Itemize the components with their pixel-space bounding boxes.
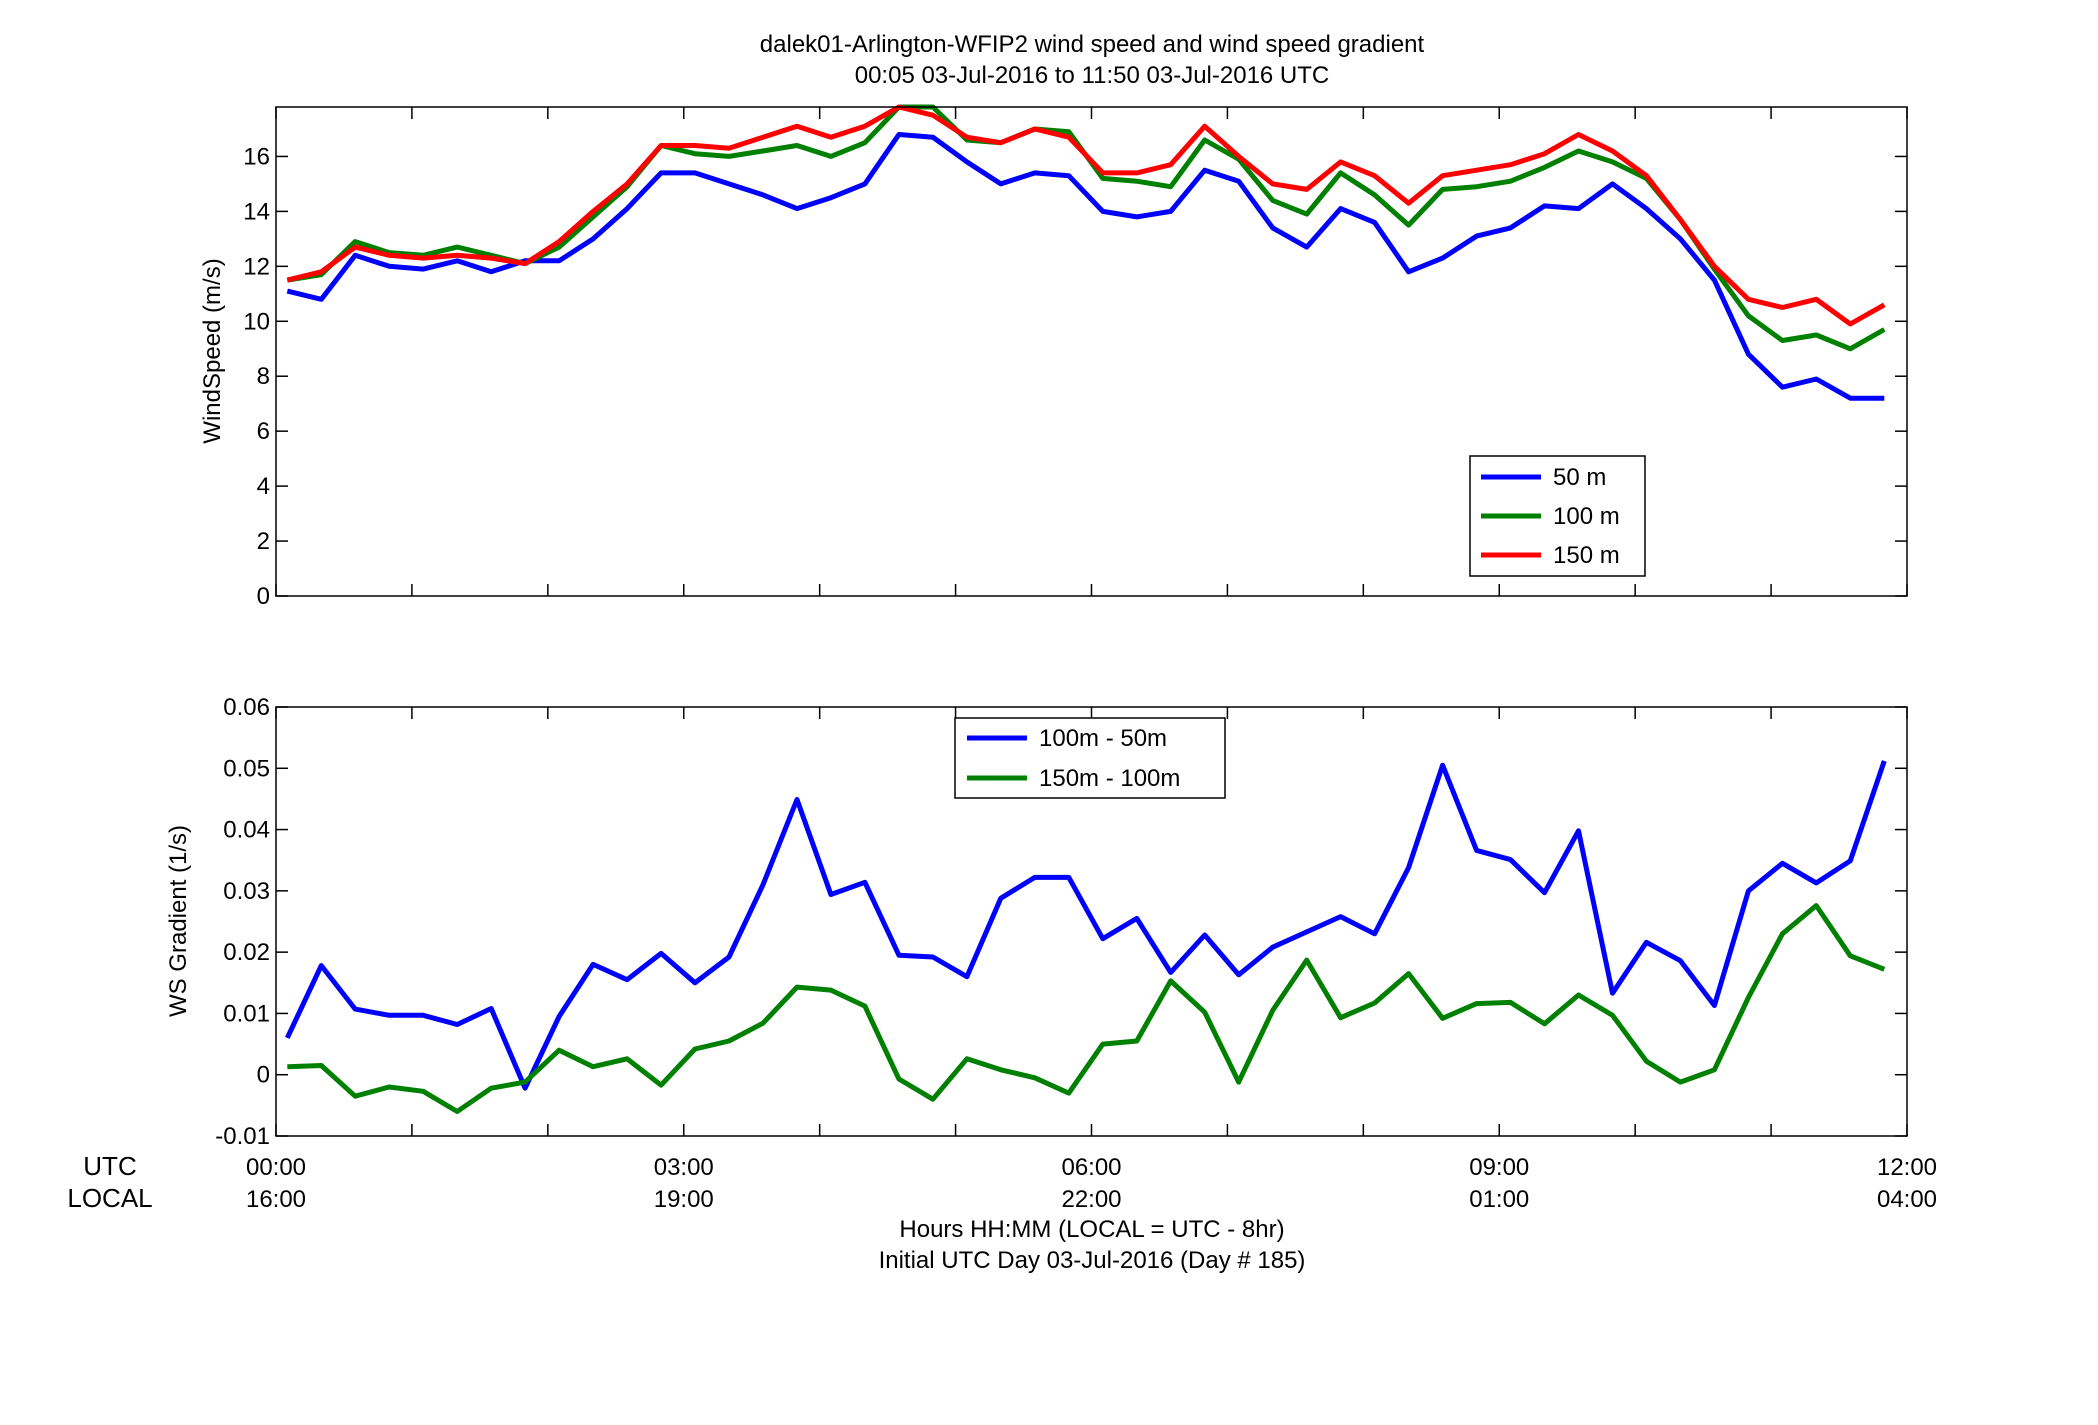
legend-label-100m-50m: 100m - 50m [1039, 725, 1167, 752]
ws-gradient-series-100m-50m [285, 760, 1887, 1091]
local-row-label: LOCAL [67, 1183, 152, 1213]
utc-tick-label: 03:00 [654, 1154, 714, 1181]
ws-gradient-ytick-label: -0.01 [215, 1123, 270, 1150]
utc-tick-label: 06:00 [1061, 1154, 1121, 1181]
wind-speed-ylabel: WindSpeed (m/s) [199, 258, 226, 443]
figure-title-line2: 00:05 03-Jul-2016 to 11:50 03-Jul-2016 U… [855, 62, 1330, 89]
wind-speed-ytick-label: 16 [243, 143, 270, 170]
wind-speed-ytick-label: 2 [257, 528, 270, 555]
legend-label-150m: 150 m [1553, 542, 1620, 569]
wind-speed-legend: 50 m 100 m 150 m [1469, 455, 1646, 577]
ws-gradient-ytick-label: 0.05 [223, 755, 270, 782]
wind-speed-ytick-label: 12 [243, 253, 270, 280]
utc-row-label: UTC [83, 1151, 136, 1181]
wind-speed-ytick-label: 0 [257, 583, 270, 610]
ws-gradient-legend-box [954, 717, 1226, 799]
ws-gradient-ytick-label: 0.01 [223, 1000, 270, 1027]
local-tick-label: 22:00 [1061, 1186, 1121, 1213]
wind-speed-series-50-m [286, 132, 1885, 401]
x-axis-label-line1: Hours HH:MM (LOCAL = UTC - 8hr) [899, 1216, 1284, 1243]
ws-gradient-ylabel: WS Gradient (1/s) [165, 825, 192, 1017]
legend-label-50m: 50 m [1553, 464, 1606, 491]
utc-tick-label: 00:00 [246, 1154, 306, 1181]
local-tick-label: 01:00 [1469, 1186, 1529, 1213]
ws-gradient-legend: 100m - 50m 150m - 100m [954, 717, 1226, 799]
ws-gradient-ytick-label: 0.04 [223, 817, 270, 844]
legend-label-100m: 100 m [1553, 503, 1620, 530]
ws-gradient-ytick-label: 0.03 [223, 878, 270, 905]
wind-speed-ytick-label: 10 [243, 308, 270, 335]
wind-speed-series-150-m [286, 104, 1886, 327]
utc-tick-label: 09:00 [1469, 1154, 1529, 1181]
wind-speed-panel: 0 2 4 6 8 10 12 14 16 WindSpeed (m/s) 50 m 100 m… [199, 104, 1908, 610]
ws-gradient-panel: -0.01 0 0.01 0.02 0.03 0.04 0.05 0.06 WS Gradie… [165, 694, 1908, 1150]
ws-gradient-ytick-label: 0.02 [223, 939, 270, 966]
local-tick-label: 16:00 [246, 1186, 306, 1213]
x-axis-label-line2: Initial UTC Day 03-Jul-2016 (Day # 185) [879, 1247, 1306, 1274]
local-tick-label: 19:00 [654, 1186, 714, 1213]
local-tick-label: 04:00 [1877, 1186, 1937, 1213]
wind-speed-ytick-label: 4 [257, 473, 270, 500]
figure-title-line1: dalek01-Arlington-WFIP2 wind speed and w… [760, 31, 1425, 58]
utc-tick-label: 12:00 [1877, 1154, 1937, 1181]
wind-speed-ytick-label: 8 [257, 363, 270, 390]
legend-label-150m-100m: 150m - 100m [1039, 765, 1180, 792]
ws-gradient-ytick-label: 0.06 [223, 694, 270, 721]
ws-gradient-series-150m-100m [287, 903, 1886, 1114]
ws-gradient-ytick-label: 0 [257, 1062, 270, 1089]
wind-speed-ytick-label: 6 [257, 418, 270, 445]
wind-speed-ytick-label: 14 [243, 198, 270, 225]
